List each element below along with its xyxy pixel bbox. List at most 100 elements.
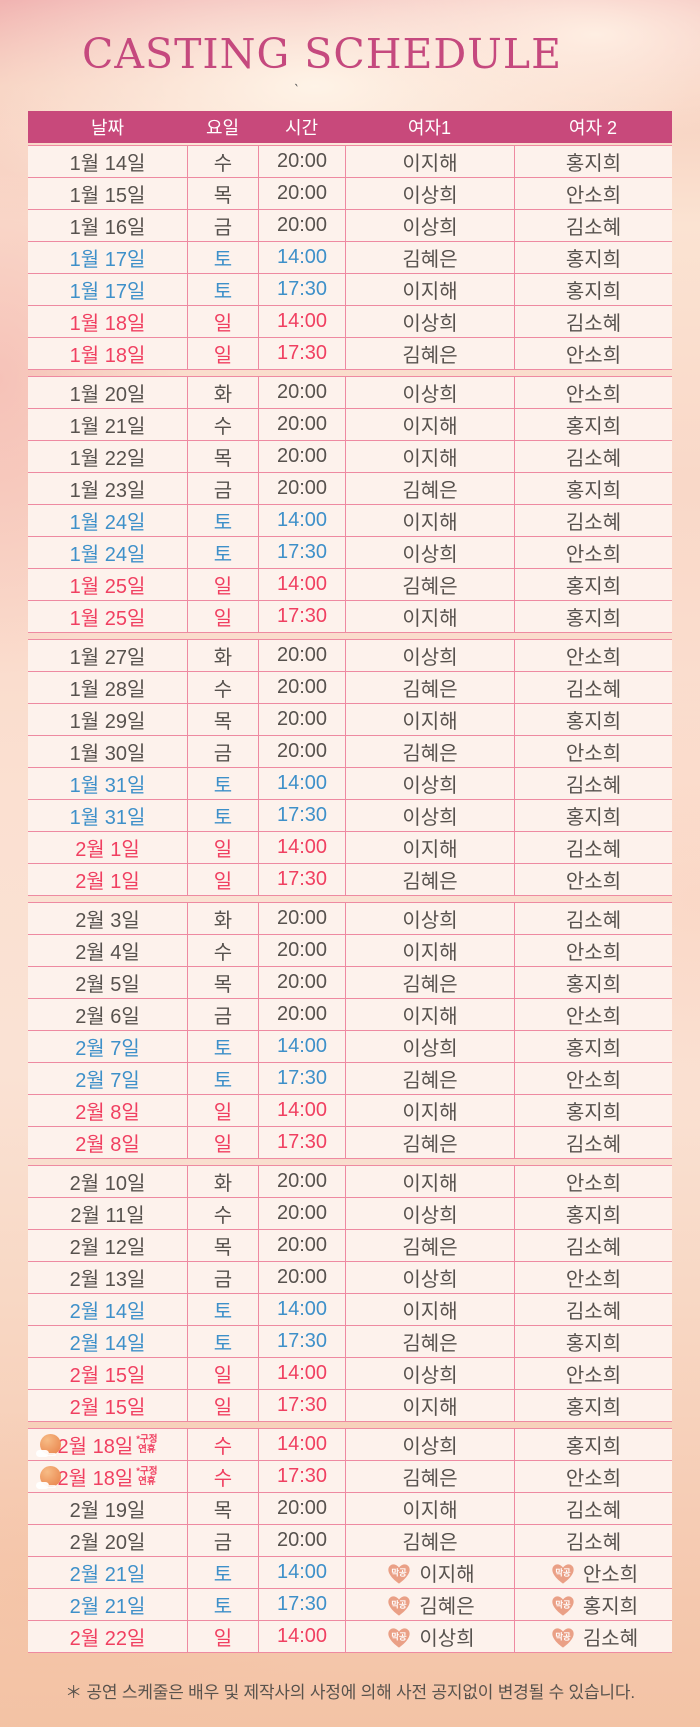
actress-name: 안소희: [565, 647, 622, 669]
schedule-change-footnote: ＊ 공연 스케줄은 배우 및 제작사의 사정에 의해 사전 공지없이 변경될 수…: [65, 1683, 635, 1702]
woman2-cell: 안소희: [514, 736, 672, 767]
day-cell: 토: [187, 537, 258, 568]
time-cell: 20:00: [258, 736, 345, 767]
schedule-row: 2월 14일 토 14:00 이지해 김소혜: [28, 1294, 672, 1326]
woman2-cell: 홍지희: [514, 473, 672, 504]
woman2-cell: 김소혜: [514, 832, 672, 863]
actress-name: 홍지희: [565, 153, 622, 175]
date-label: 2월 8일: [75, 1102, 140, 1124]
woman2-cell: 막공 김소혜: [514, 1621, 672, 1652]
date-label: 2월 15일: [69, 1365, 146, 1387]
actress-name: 홍지희: [565, 416, 622, 438]
date-cell: 2월 5일: [28, 967, 187, 998]
actress-name: 안소희: [565, 1006, 622, 1028]
woman1-cell: 이상희: [345, 800, 514, 831]
actress-name: 김소혜: [565, 910, 622, 932]
date-label: 1월 22일: [69, 448, 146, 470]
actress-name: 홍지희: [582, 1596, 639, 1618]
woman1-cell: 김혜은: [345, 1461, 514, 1492]
woman2-cell: 안소희: [514, 640, 672, 671]
actress-name: 안소희: [565, 185, 622, 207]
schedule-row: 2월 21일 토 14:00 막공 이지해 막공 안소희: [28, 1557, 672, 1589]
date-label: 2월 1일: [75, 871, 140, 893]
woman1-cell: 이지해: [345, 832, 514, 863]
date-label: 1월 31일: [69, 775, 146, 797]
day-cell: 수: [187, 146, 258, 177]
date-cell: 1월 17일: [28, 242, 187, 273]
woman2-cell: 안소희: [514, 1358, 672, 1389]
date-label: 2월 10일: [69, 1173, 146, 1195]
time-cell: 20:00: [258, 210, 345, 241]
woman2-cell: 안소희: [514, 377, 672, 408]
day-cell: 토: [187, 1031, 258, 1062]
schedule-row: 1월 23일 금 20:00 김혜은 홍지희: [28, 473, 672, 505]
time-cell: 17:30: [258, 274, 345, 305]
day-cell: 목: [187, 441, 258, 472]
woman2-cell: 홍지희: [514, 146, 672, 177]
date-cell: 1월 22일: [28, 441, 187, 472]
date-label: 1월 18일: [69, 345, 146, 367]
svg-text:막공: 막공: [392, 1631, 408, 1641]
time-cell: 17:30: [258, 1390, 345, 1421]
schedule-row: 1월 20일 화 20:00 이상희 안소희: [28, 377, 672, 409]
date-cell: 1월 14일: [28, 146, 187, 177]
day-cell: 수: [187, 935, 258, 966]
date-label: 1월 25일: [69, 576, 146, 598]
actress-name: 김혜은: [402, 1468, 458, 1490]
date-label: 2월 15일: [69, 1397, 146, 1419]
actress-name: 이지해: [402, 1006, 458, 1028]
schedule-row: 2월 7일 토 17:30 김혜은 안소희: [28, 1063, 672, 1095]
week-block: 2월 10일 화 20:00 이지해 안소희 2월 11일 수 20:00 이상희 홍지희 2월 1…: [28, 1165, 672, 1422]
week-block: 2월 3일 화 20:00 이상희 김소혜 2월 4일 수 20:00 이지해 안소희 2월 5일 목…: [28, 902, 672, 1159]
date-cell: 1월 25일: [28, 569, 187, 600]
day-cell: 일: [187, 601, 258, 632]
actress-name: 김소혜: [565, 839, 622, 861]
time-cell: 20:00: [258, 377, 345, 408]
actress-name: 이지해: [402, 839, 458, 861]
column-header-date: 날짜: [90, 118, 125, 138]
woman2-cell: 홍지희: [514, 1429, 672, 1460]
date-label: 1월 29일: [69, 711, 146, 733]
actress-name: 김소혜: [565, 1301, 622, 1323]
schedule-row: 1월 30일 금 20:00 김혜은 안소희: [28, 736, 672, 768]
woman1-cell: 김혜은: [345, 1326, 514, 1357]
actress-name: 홍지희: [565, 249, 622, 271]
schedule-row: 2월 8일 일 17:30 김혜은 김소혜: [28, 1127, 672, 1159]
actress-name: 안소희: [565, 1468, 622, 1490]
day-cell: 화: [187, 640, 258, 671]
lunar-new-year-note: *구정 연휴: [136, 1434, 157, 1455]
woman2-cell: 김소혜: [514, 768, 672, 799]
woman2-cell: 안소희: [514, 935, 672, 966]
woman2-cell: 김소혜: [514, 210, 672, 241]
actress-name: 김혜은: [402, 480, 458, 502]
schedule-row: 1월 24일 토 14:00 이지해 김소혜: [28, 505, 672, 537]
woman1-cell: 김혜은: [345, 864, 514, 895]
schedule-row: 2월 13일 금 20:00 이상희 안소희: [28, 1262, 672, 1294]
final-performance-badge: 막공: [549, 1593, 577, 1617]
column-header-day: 요일: [205, 118, 240, 138]
actress-name: 홍지희: [565, 1436, 622, 1458]
woman1-cell: 김혜은: [345, 242, 514, 273]
time-cell: 14:00: [258, 1294, 345, 1325]
week-block: 2월 18일 *구정 연휴 수 14:00 이상희 홍지희 2월 18일 *구정 연휴 수 17:30…: [28, 1428, 672, 1653]
day-cell: 금: [187, 999, 258, 1030]
actress-name: 이상희: [419, 1628, 475, 1650]
column-header-time: 시간: [284, 118, 319, 138]
date-cell: 2월 14일: [28, 1294, 187, 1325]
woman2-cell: 홍지희: [514, 242, 672, 273]
woman2-cell: 김소혜: [514, 306, 672, 337]
date-cell: 1월 31일: [28, 800, 187, 831]
woman1-cell: 이상희: [345, 903, 514, 934]
time-cell: 20:00: [258, 672, 345, 703]
actress-name: 이상희: [402, 544, 458, 566]
time-cell: 17:30: [258, 1326, 345, 1357]
week-block: 1월 14일 수 20:00 이지해 홍지희 1월 15일 목 20:00 이상희 안소희 1월 1…: [28, 145, 672, 370]
date-label: 2월 19일: [69, 1500, 146, 1522]
woman1-cell: 이지해: [345, 441, 514, 472]
date-label: 2월 22일: [69, 1628, 146, 1650]
schedule-row: 1월 22일 목 20:00 이지해 김소혜: [28, 441, 672, 473]
actress-name: 홍지희: [565, 608, 622, 630]
day-cell: 토: [187, 1063, 258, 1094]
woman2-cell: 홍지희: [514, 1326, 672, 1357]
day-cell: 일: [187, 306, 258, 337]
